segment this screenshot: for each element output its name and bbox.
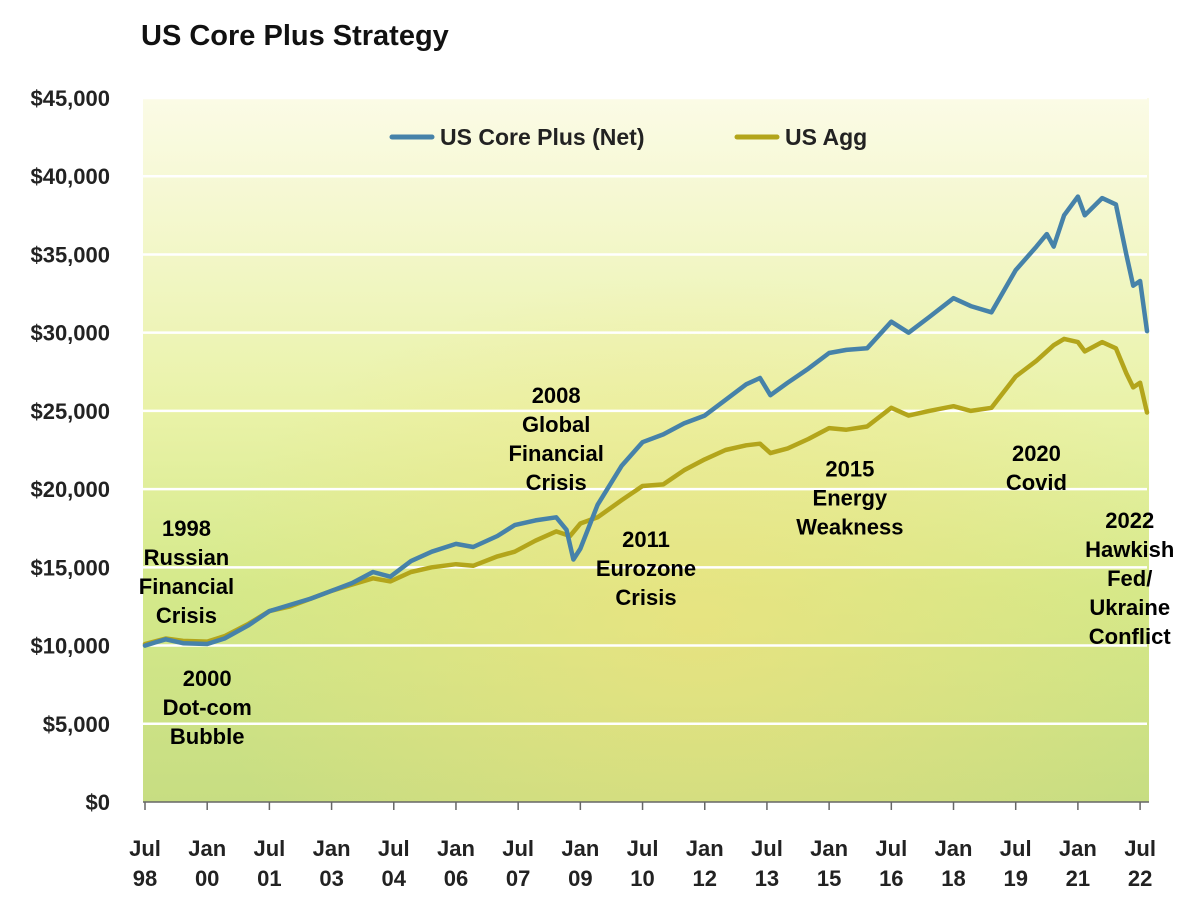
grid-lines bbox=[143, 96, 1147, 726]
legend: US Core Plus (Net) US Agg bbox=[389, 124, 867, 150]
annotations: 1998 Russian Financial Crisis 2000 Dot-com Bub… bbox=[139, 383, 1175, 749]
x-tick-label: Jan 03 bbox=[313, 836, 351, 891]
x-tick-label: Jul 19 bbox=[1000, 836, 1032, 891]
x-tick-label: Jan 15 bbox=[810, 836, 848, 891]
x-tick-label: Jul 04 bbox=[378, 836, 410, 891]
y-tick-label: $30,000 bbox=[30, 321, 110, 346]
annotation-label: 1998 Russian Financial Crisis bbox=[139, 516, 234, 628]
x-tick-label: Jul 13 bbox=[751, 836, 783, 891]
y-tick-label: $45,000 bbox=[30, 86, 110, 111]
annotation-label: 2011 Eurozone Crisis bbox=[596, 527, 696, 610]
series-lines bbox=[142, 194, 1150, 648]
annotation-label: 2008 Global Financial Crisis bbox=[508, 383, 603, 495]
plot-background-glow bbox=[143, 98, 1149, 802]
x-tick-label: Jul 01 bbox=[253, 836, 285, 891]
x-tick-label: Jan 09 bbox=[561, 836, 599, 891]
x-tick-label: Jan 21 bbox=[1059, 836, 1097, 891]
x-tick-label: Jul 16 bbox=[875, 836, 907, 891]
axes: $0 $5,000 $10,000 $15,000 $20,000 $25,000 $30,… bbox=[30, 86, 1156, 891]
annotation-label: 2020 Covid bbox=[1006, 441, 1067, 495]
x-tick-label: Jul 07 bbox=[502, 836, 534, 891]
annotation-label: 2015 Energy Weakness bbox=[796, 457, 903, 540]
annotation-label: 2022 Hawkish Fed/Ukraine Conflict bbox=[1085, 508, 1174, 649]
y-tick-label: $40,000 bbox=[30, 164, 110, 189]
y-tick-label: $25,000 bbox=[30, 399, 110, 424]
y-tick-label: $20,000 bbox=[30, 477, 110, 502]
y-tick-label: $15,000 bbox=[30, 555, 110, 580]
annotation-label: 2000 Dot-com Bubble bbox=[163, 666, 252, 749]
x-tick-label: Jan 12 bbox=[686, 836, 724, 891]
x-tick-label: Jul 22 bbox=[1124, 836, 1156, 891]
x-tick-label: Jan 06 bbox=[437, 836, 475, 891]
y-tick-label: $10,000 bbox=[30, 634, 110, 659]
series-line-us-core-plus-net bbox=[142, 194, 1150, 648]
y-tick-label: $5,000 bbox=[43, 712, 110, 737]
x-tick-label: Jul 98 bbox=[129, 836, 161, 891]
x-tick-label: Jan 18 bbox=[935, 836, 973, 891]
y-tick-label: $35,000 bbox=[30, 242, 110, 267]
x-tick-label: Jan 00 bbox=[188, 836, 226, 891]
legend-label: US Agg bbox=[785, 124, 867, 150]
legend-label: US Core Plus (Net) bbox=[440, 124, 644, 150]
x-tick-label: Jul 10 bbox=[627, 836, 659, 891]
chart-title: US Core Plus Strategy bbox=[141, 20, 449, 52]
y-tick-label: $0 bbox=[86, 790, 110, 815]
